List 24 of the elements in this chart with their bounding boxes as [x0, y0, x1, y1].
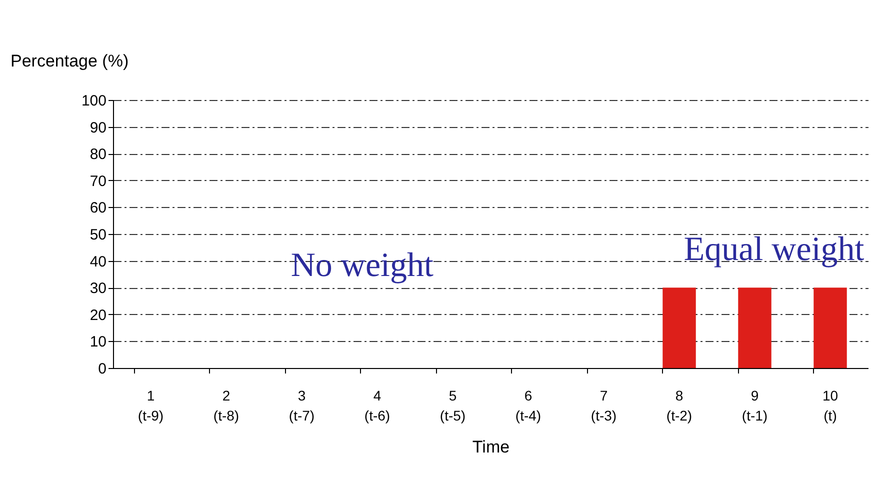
x-tick-label: 8 (t-2): [666, 388, 692, 424]
y-tick-label: 70: [90, 172, 106, 190]
y-tick-label: 20: [90, 306, 106, 324]
y-tick-label: 90: [90, 119, 106, 136]
x-tick-label: 10 (t): [822, 388, 838, 424]
x-tick-label: 2 (t-8): [213, 388, 240, 424]
x-tick-label: 5 (t-5): [440, 388, 466, 424]
y-tick-label: 40: [90, 253, 106, 270]
x-tick-label: 4 (t-6): [364, 388, 390, 424]
y-axis-title: Percentage (%): [10, 52, 129, 70]
y-tick-label: 100: [81, 92, 106, 110]
y-tick-label: 10: [90, 334, 106, 351]
y-tick-label: 60: [90, 200, 106, 217]
x-tick-label: 7 (t-3): [590, 388, 617, 424]
y-tick-label: 30: [90, 280, 106, 298]
y-tick-label: 80: [90, 146, 106, 164]
x-tick-label: 6 (t-4): [515, 388, 542, 424]
annotation: Equal weight: [684, 231, 865, 268]
y-tick-label: 50: [90, 226, 106, 244]
x-tick-label: 9 (t-1): [742, 388, 768, 424]
x-axis-title: Time: [472, 438, 510, 456]
x-tick-label: 3 (t-7): [288, 388, 315, 424]
x-tick-label: 1 (t-9): [138, 388, 164, 424]
y-tick-label: 0: [98, 360, 106, 378]
